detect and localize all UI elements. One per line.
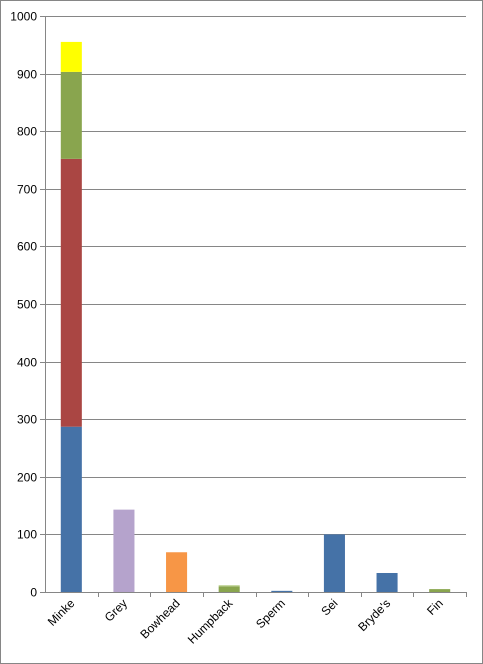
y-tick-label: 0 (30, 586, 37, 600)
x-tick-label: Bowhead (137, 596, 182, 641)
bar-segment (60, 426, 82, 592)
x-tick-label: Bryde's (355, 596, 393, 634)
x-tick-labels: Minke Grey Bowhead Humpback Sperm Sei Bryde's F… (45, 596, 446, 647)
bar-segment (113, 509, 135, 592)
y-tick-label: 200 (17, 471, 37, 485)
gridlines (45, 16, 466, 535)
y-tick-label: 700 (17, 183, 37, 197)
y-tick-label: 300 (17, 413, 37, 427)
y-tick-label: 900 (17, 68, 37, 82)
y-tick-label: 400 (17, 356, 37, 370)
y-tick-label: 600 (17, 240, 37, 254)
bar-segment (271, 590, 293, 592)
bar-segment (218, 586, 240, 592)
bar-segment (60, 41, 82, 72)
x-tick-label: Sei (318, 596, 340, 618)
y-tick-labels: 0 100 200 300 400 500 600 700 800 900 1000 (10, 10, 37, 600)
x-tick-label: Minke (45, 596, 78, 629)
bar-segment (218, 585, 240, 587)
bars (60, 41, 451, 592)
y-tick-label: 1000 (10, 10, 37, 24)
x-tick-label: Humpback (185, 596, 236, 647)
y-tick-label: 500 (17, 298, 37, 312)
y-tick-label: 100 (17, 528, 37, 542)
bar-segment (376, 572, 398, 592)
bar-segment (429, 589, 451, 592)
x-tick-label: Fin (424, 596, 446, 618)
bar-segment (60, 158, 82, 427)
y-tick-label: 800 (17, 125, 37, 139)
axes (40, 16, 467, 597)
x-tick-label: Sperm (253, 596, 288, 631)
x-tick-label: Grey (102, 596, 130, 624)
bar-segment (60, 71, 82, 159)
bar-segment (166, 552, 188, 592)
bar-segment (323, 534, 345, 592)
